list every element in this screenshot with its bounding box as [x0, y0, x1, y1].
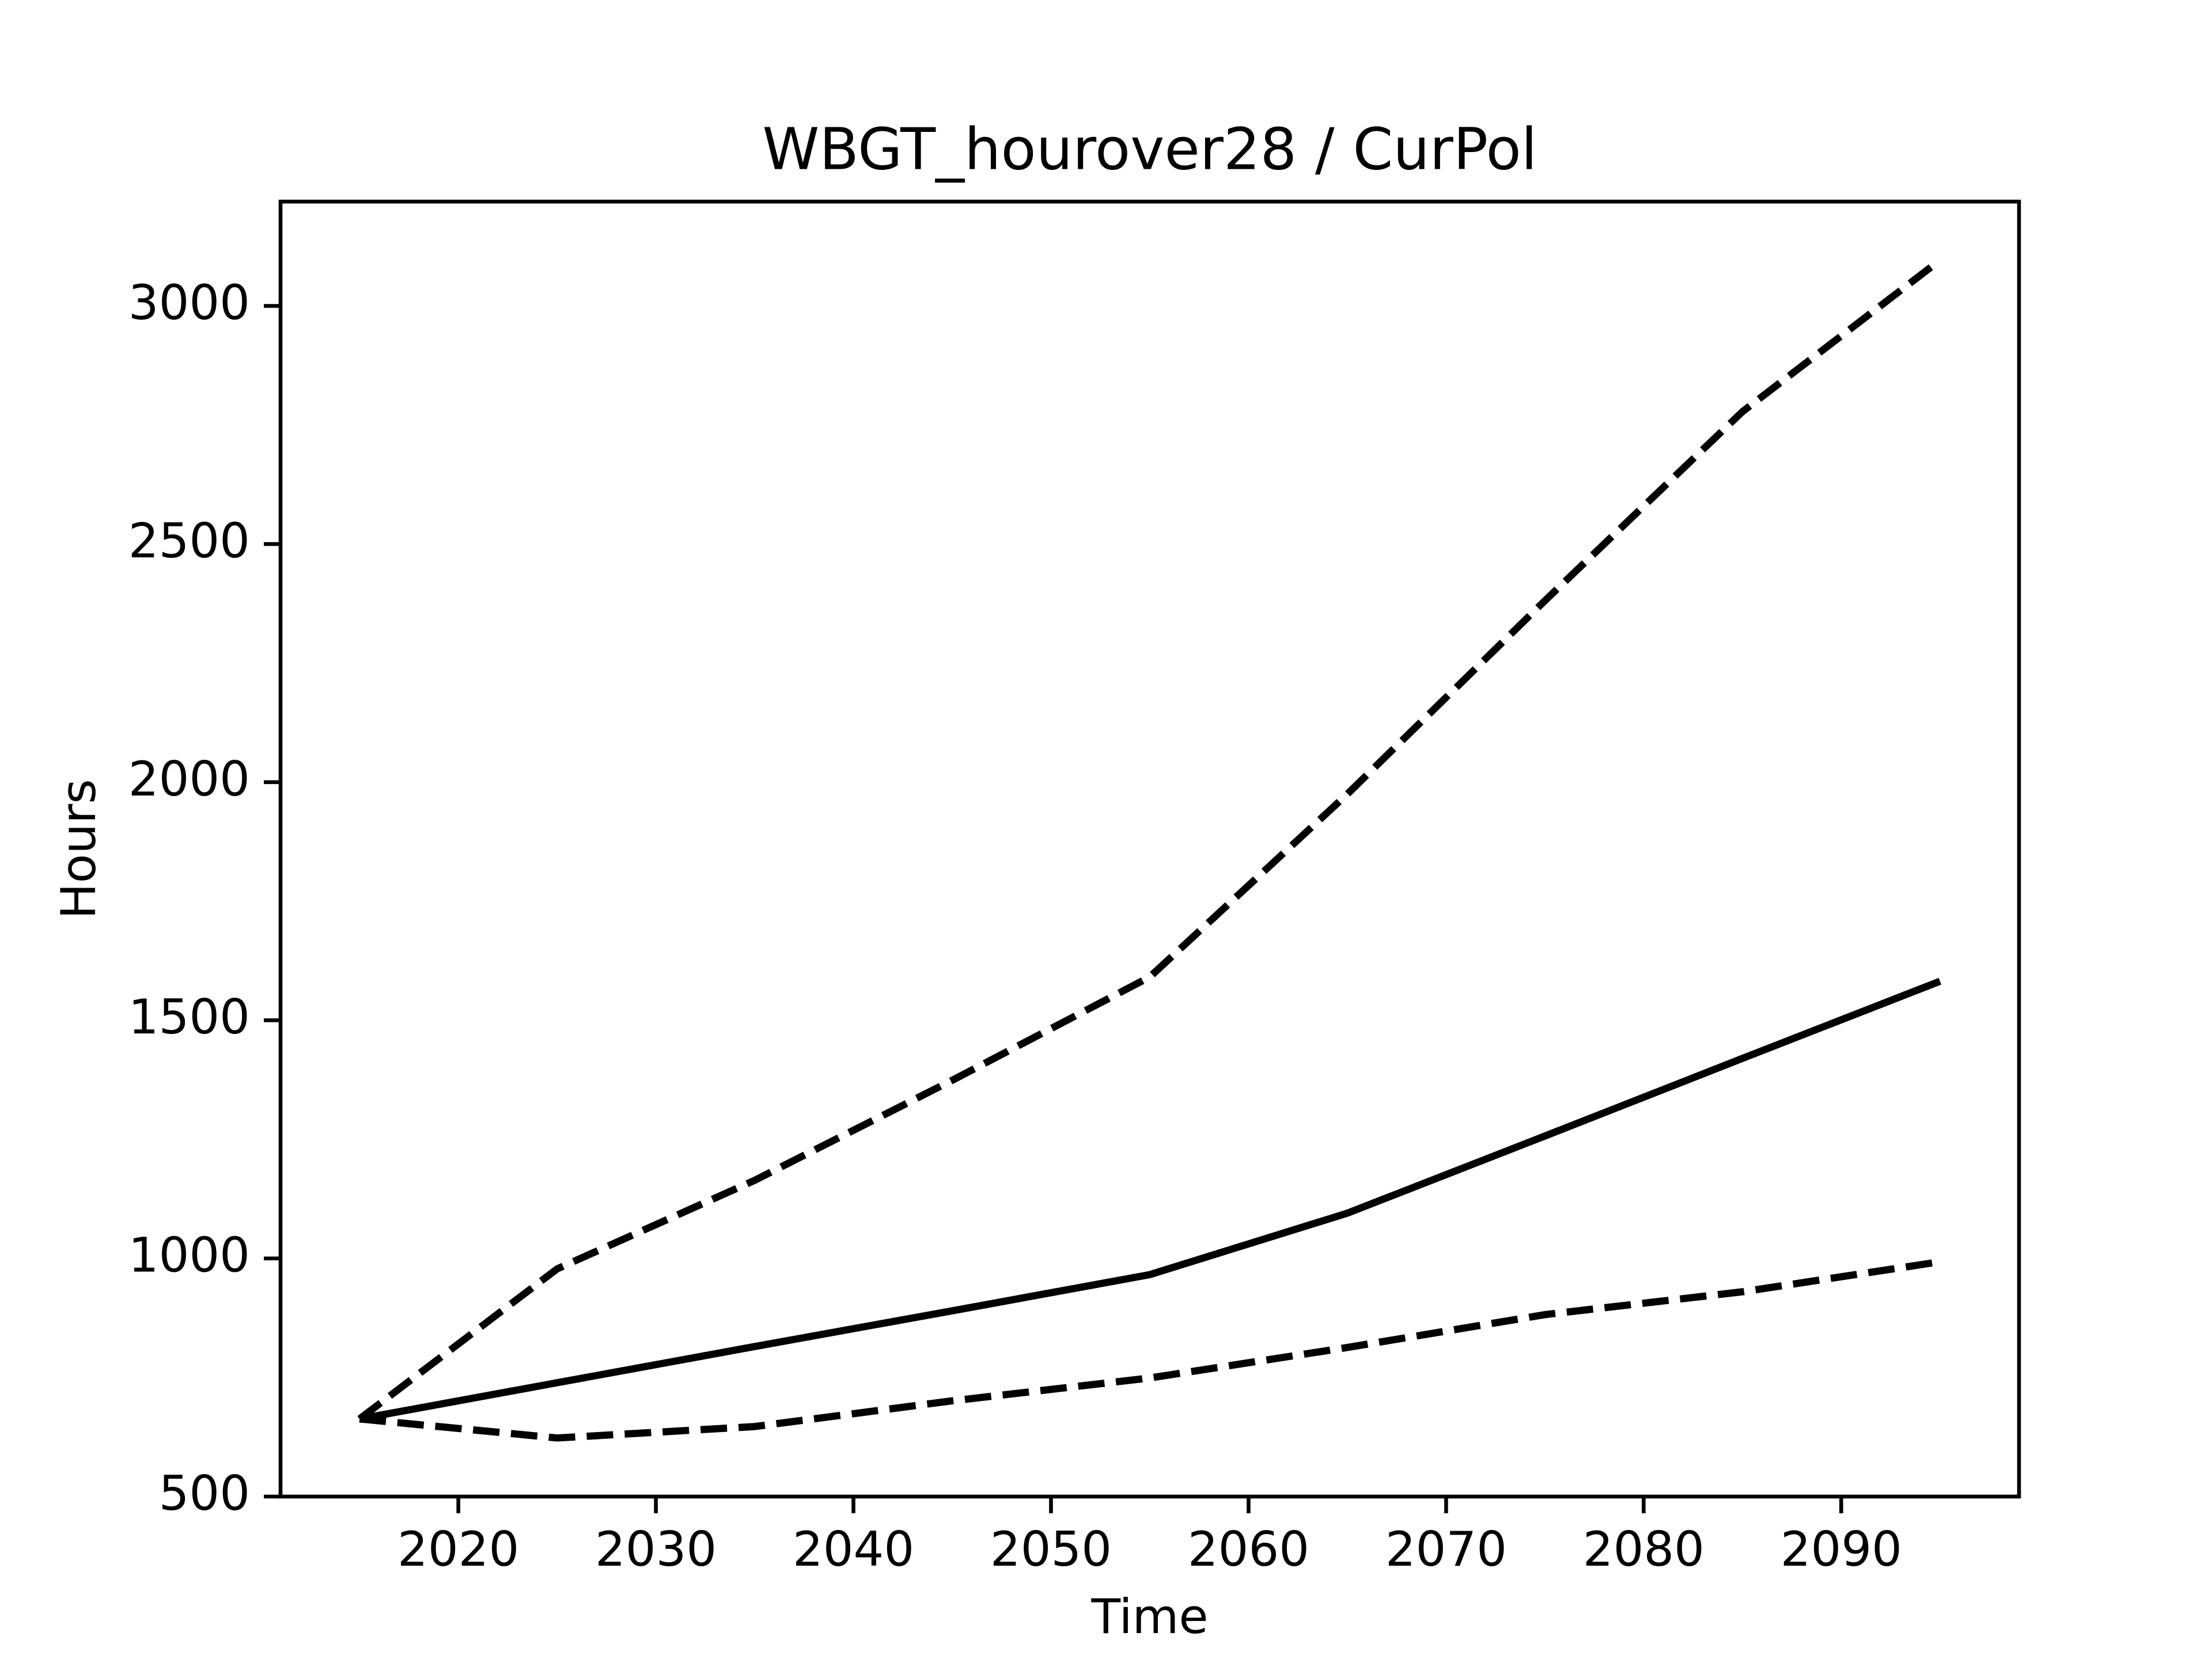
x-tick-label: 2050: [990, 1521, 1112, 1577]
y-tick-label: 500: [159, 1465, 250, 1521]
x-tick-label: 2060: [1188, 1521, 1309, 1577]
y-tick-label: 1500: [128, 989, 250, 1045]
y-tick-label: 3000: [128, 275, 250, 331]
y-tick-label: 2000: [128, 751, 250, 807]
line: [359, 978, 1942, 1423]
line: [357, 257, 1942, 1422]
x-tick-label: 2090: [1781, 1521, 1902, 1577]
x-tick-label: 2080: [1583, 1521, 1705, 1577]
x-tick-label: 2020: [397, 1521, 519, 1577]
y-tick-label: 2500: [128, 513, 250, 569]
y-tick-label: 1000: [128, 1228, 250, 1283]
chart-title: WBGT_hourover28 / CurPol: [762, 115, 1537, 183]
plot-frame: [278, 199, 2021, 1499]
y-axis-label: Hours: [51, 779, 107, 919]
x-axis-label: Time: [1090, 1589, 1208, 1645]
x-tick-label: 2040: [793, 1521, 914, 1577]
x-tick-label: 2030: [595, 1521, 717, 1577]
x-tick-label: 2070: [1385, 1521, 1507, 1577]
